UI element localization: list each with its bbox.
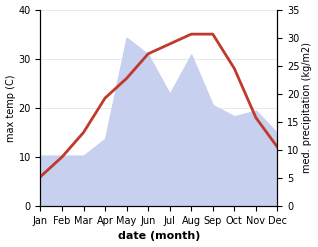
- X-axis label: date (month): date (month): [118, 231, 200, 242]
- Y-axis label: max temp (C): max temp (C): [5, 74, 16, 142]
- Y-axis label: med. precipitation (kg/m2): med. precipitation (kg/m2): [302, 42, 313, 173]
